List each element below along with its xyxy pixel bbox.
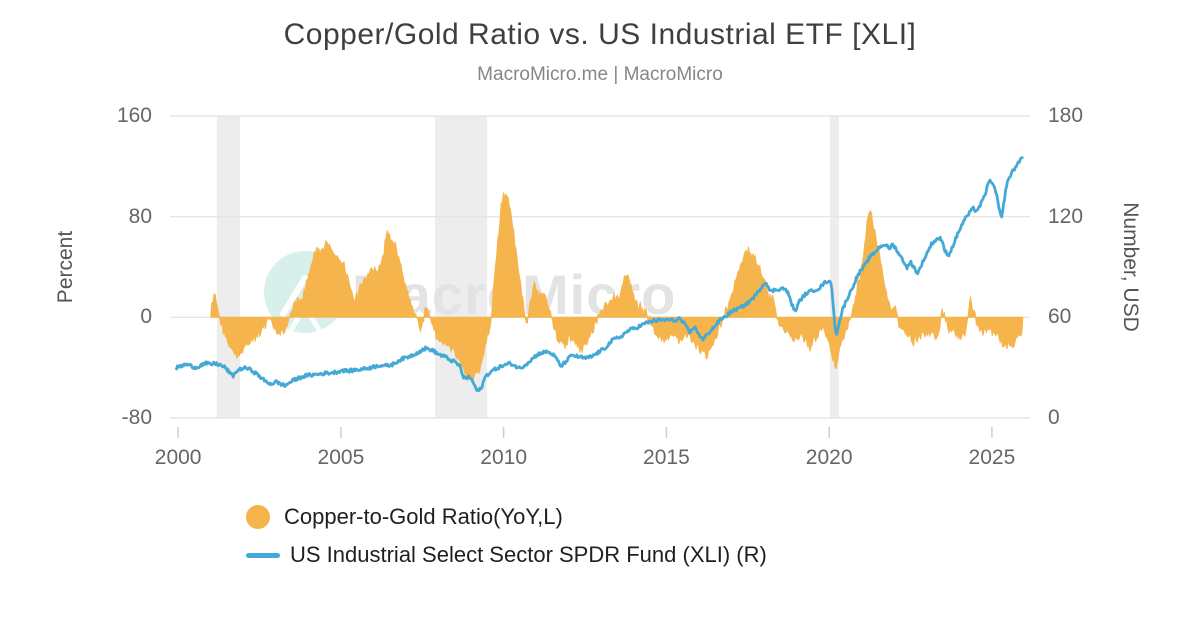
left-axis-tick-label: 160 <box>116 104 152 127</box>
legend-label: Copper-to-Gold Ratio(YoY,L) <box>284 504 563 529</box>
plot-area[interactable] <box>170 116 1030 418</box>
legend-circle-marker-icon <box>246 505 270 529</box>
copper-gold-ratio-area <box>210 192 1024 384</box>
left-axis-title: Percent <box>54 230 77 304</box>
xli-price-line <box>175 156 1024 392</box>
x-axis-tick-label: 2025 <box>968 446 1016 469</box>
legend-label: US Industrial Select Sector SPDR Fund (X… <box>290 542 767 567</box>
legend-item-xli[interactable]: US Industrial Select Sector SPDR Fund (X… <box>246 536 767 574</box>
left-axis-tick-label: 80 <box>128 204 152 228</box>
left-axis-tick-label: -80 <box>121 406 152 429</box>
x-axis-tick-label: 2020 <box>805 446 853 469</box>
right-axis-tick-label: 120 <box>1048 204 1084 228</box>
right-axis-tick-label: 60 <box>1048 305 1072 329</box>
chart-subtitle: MacroMicro.me | MacroMicro <box>477 64 723 85</box>
legend-line-marker-icon <box>246 552 280 558</box>
legend-item-copper-gold-ratio[interactable]: Copper-to-Gold Ratio(YoY,L) <box>246 498 767 536</box>
legend: Copper-to-Gold Ratio(YoY,L) US Industria… <box>246 498 767 574</box>
right-axis-tick-label: 180 <box>1048 104 1084 127</box>
left-axis-tick-label: 0 <box>140 305 152 329</box>
x-axis-tick-label: 2000 <box>154 446 202 469</box>
x-axis-tick-label: 2010 <box>480 446 527 469</box>
x-axis-tick-label: 2005 <box>317 446 365 469</box>
recession-band <box>830 116 839 418</box>
right-axis-tick-label: 0 <box>1048 406 1060 429</box>
x-axis-tick-label: 2015 <box>643 446 690 469</box>
right-axis-title: Number, USD <box>1119 202 1142 332</box>
chart-title: Copper/Gold Ratio vs. US Industrial ETF … <box>283 18 917 51</box>
